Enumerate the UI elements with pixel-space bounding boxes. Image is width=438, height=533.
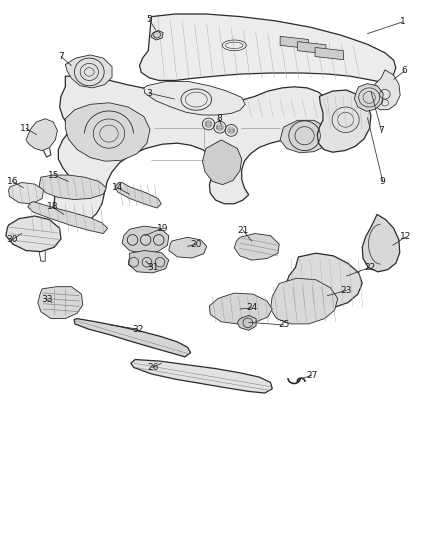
Polygon shape <box>128 251 169 273</box>
Polygon shape <box>65 103 150 161</box>
Text: 19: 19 <box>156 224 168 233</box>
Text: 21: 21 <box>237 226 249 235</box>
Polygon shape <box>209 293 272 324</box>
Polygon shape <box>280 120 329 153</box>
Text: 25: 25 <box>278 320 290 329</box>
Text: 24: 24 <box>246 303 258 312</box>
Text: 20: 20 <box>191 240 202 249</box>
Polygon shape <box>39 175 106 199</box>
Polygon shape <box>131 360 272 393</box>
Polygon shape <box>28 201 108 233</box>
Text: 14: 14 <box>112 183 124 192</box>
Polygon shape <box>65 55 112 88</box>
Polygon shape <box>362 214 400 272</box>
Text: 27: 27 <box>306 371 317 380</box>
Text: 3: 3 <box>146 88 152 98</box>
Polygon shape <box>74 319 191 357</box>
Polygon shape <box>151 30 163 40</box>
Text: 1: 1 <box>399 18 405 27</box>
Polygon shape <box>371 70 400 110</box>
Text: 6: 6 <box>402 67 407 75</box>
Polygon shape <box>115 182 161 208</box>
Polygon shape <box>280 36 308 49</box>
Text: 11: 11 <box>20 124 32 133</box>
Text: 5: 5 <box>146 15 152 24</box>
Polygon shape <box>354 84 383 111</box>
Polygon shape <box>237 316 256 330</box>
Text: 7: 7 <box>58 52 64 61</box>
Polygon shape <box>217 126 223 129</box>
Polygon shape <box>286 253 362 310</box>
Polygon shape <box>9 182 43 204</box>
Polygon shape <box>202 140 242 184</box>
Polygon shape <box>140 14 396 82</box>
Polygon shape <box>38 287 83 319</box>
Text: 33: 33 <box>41 295 52 304</box>
Text: 30: 30 <box>6 236 18 245</box>
Text: 16: 16 <box>7 177 19 186</box>
Polygon shape <box>317 90 371 152</box>
Text: 22: 22 <box>364 263 375 272</box>
Text: 15: 15 <box>48 171 60 180</box>
Text: 32: 32 <box>133 325 144 334</box>
Text: 7: 7 <box>378 126 384 135</box>
Polygon shape <box>6 216 61 252</box>
Polygon shape <box>315 47 343 60</box>
Text: 23: 23 <box>341 286 352 295</box>
Polygon shape <box>234 233 279 260</box>
Polygon shape <box>229 129 234 132</box>
Text: 12: 12 <box>400 232 412 241</box>
Text: 26: 26 <box>147 363 158 372</box>
Polygon shape <box>122 226 169 253</box>
Polygon shape <box>169 237 207 258</box>
Polygon shape <box>54 76 332 224</box>
Polygon shape <box>144 82 245 115</box>
Text: 9: 9 <box>380 177 385 186</box>
Polygon shape <box>26 119 57 151</box>
Polygon shape <box>271 278 338 324</box>
Text: 31: 31 <box>147 263 159 272</box>
Text: 18: 18 <box>46 203 58 212</box>
Text: 8: 8 <box>216 114 222 123</box>
Polygon shape <box>206 123 211 126</box>
Polygon shape <box>297 42 326 54</box>
